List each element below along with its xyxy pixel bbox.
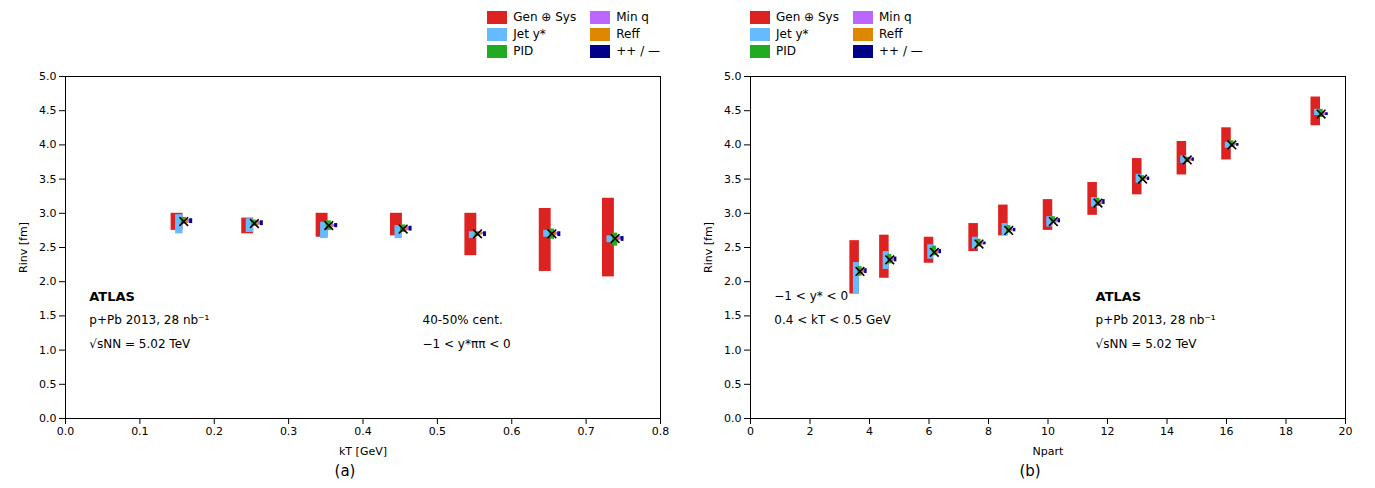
svg-text:1.5: 1.5 [39, 309, 57, 322]
svg-text:0.4: 0.4 [354, 425, 372, 438]
svg-text:0.0: 0.0 [39, 412, 57, 425]
svg-text:2.5: 2.5 [724, 241, 742, 254]
svg-text:Npart: Npart [1033, 445, 1064, 458]
svg-text:√sNN = 5.02 TeV: √sNN = 5.02 TeV [89, 337, 191, 351]
svg-text:0.5: 0.5 [724, 378, 742, 391]
svg-text:0: 0 [747, 425, 754, 438]
html-text:Min q: Min q [616, 10, 649, 24]
svg-text:40-50% cent.: 40-50% cent. [423, 313, 503, 327]
svg-text:0.0: 0.0 [57, 425, 75, 438]
svg-text:5.0: 5.0 [39, 70, 57, 83]
svg-text:4.0: 4.0 [724, 138, 742, 151]
html-text:Gen ⊕ Sys: Gen ⊕ Sys [513, 10, 577, 24]
svg-text:ATLAS: ATLAS [1096, 289, 1142, 304]
svg-text:0.2: 0.2 [206, 425, 224, 438]
svg-text:18: 18 [1279, 425, 1293, 438]
svg-text:√sNN = 5.02 TeV: √sNN = 5.02 TeV [1096, 337, 1198, 351]
svg-text:6: 6 [926, 425, 933, 438]
html-text:Min q: Min q [879, 10, 912, 24]
svg-text:−1 < y* < 0: −1 < y* < 0 [774, 289, 848, 303]
svg-text:0.7: 0.7 [577, 425, 595, 438]
svg-text:0.3: 0.3 [280, 425, 298, 438]
svg-text:p+Pb 2013, 28 nb⁻¹: p+Pb 2013, 28 nb⁻¹ [1096, 313, 1216, 327]
html-text:Reff: Reff [879, 27, 903, 41]
svg-text:0.5: 0.5 [39, 378, 57, 391]
svg-text:−1 < y*ππ < 0: −1 < y*ππ < 0 [423, 337, 511, 351]
svg-text:ATLAS: ATLAS [89, 289, 135, 304]
svg-text:4.5: 4.5 [39, 104, 57, 117]
svg-text:2.5: 2.5 [39, 241, 57, 254]
svg-text:4.5: 4.5 [724, 104, 742, 117]
html-text:PID: PID [776, 44, 796, 58]
html-text:Jet y*: Jet y* [513, 27, 546, 41]
svg-text:8: 8 [985, 425, 992, 438]
svg-text:Rinv [fm]: Rinv [fm] [702, 222, 715, 273]
svg-text:2.0: 2.0 [724, 275, 742, 288]
svg-text:2: 2 [807, 425, 814, 438]
svg-text:0.1: 0.1 [131, 425, 149, 438]
html-text:Gen ⊕ Sys: Gen ⊕ Sys [776, 10, 839, 24]
svg-text:4.0: 4.0 [39, 138, 57, 151]
svg-text:kT [GeV]: kT [GeV] [339, 445, 387, 458]
svg-text:12: 12 [1101, 425, 1115, 438]
svg-text:16: 16 [1220, 425, 1234, 438]
html-text:(a): (a) [334, 462, 356, 480]
svg-text:0.4 < kT < 0.5 GeV: 0.4 < kT < 0.5 GeV [774, 313, 891, 327]
svg-text:3.5: 3.5 [724, 173, 742, 186]
svg-text:Rinv [fm]: Rinv [fm] [17, 222, 30, 273]
svg-text:20: 20 [1339, 425, 1353, 438]
html-text:(b): (b) [1019, 462, 1041, 480]
html-text:PID: PID [513, 44, 534, 58]
svg-text:1.0: 1.0 [39, 344, 57, 357]
svg-text:5.0: 5.0 [724, 70, 742, 83]
svg-text:10: 10 [1041, 425, 1055, 438]
svg-text:2.0: 2.0 [39, 275, 57, 288]
svg-text:0.5: 0.5 [429, 425, 447, 438]
svg-text:14: 14 [1160, 425, 1174, 438]
html-text:Reff: Reff [616, 27, 640, 41]
svg-text:p+Pb 2013, 28 nb⁻¹: p+Pb 2013, 28 nb⁻¹ [89, 313, 209, 327]
svg-text:0.0: 0.0 [724, 412, 742, 425]
svg-text:0.6: 0.6 [503, 425, 521, 438]
svg-text:4: 4 [866, 425, 873, 438]
svg-text:3.0: 3.0 [724, 207, 742, 220]
svg-text:1.5: 1.5 [724, 309, 742, 322]
html-text:Jet y*: Jet y* [776, 27, 809, 41]
svg-text:3.5: 3.5 [39, 173, 57, 186]
svg-text:1.0: 1.0 [724, 344, 742, 357]
svg-text:0.8: 0.8 [652, 425, 670, 438]
svg-text:3.0: 3.0 [39, 207, 57, 220]
